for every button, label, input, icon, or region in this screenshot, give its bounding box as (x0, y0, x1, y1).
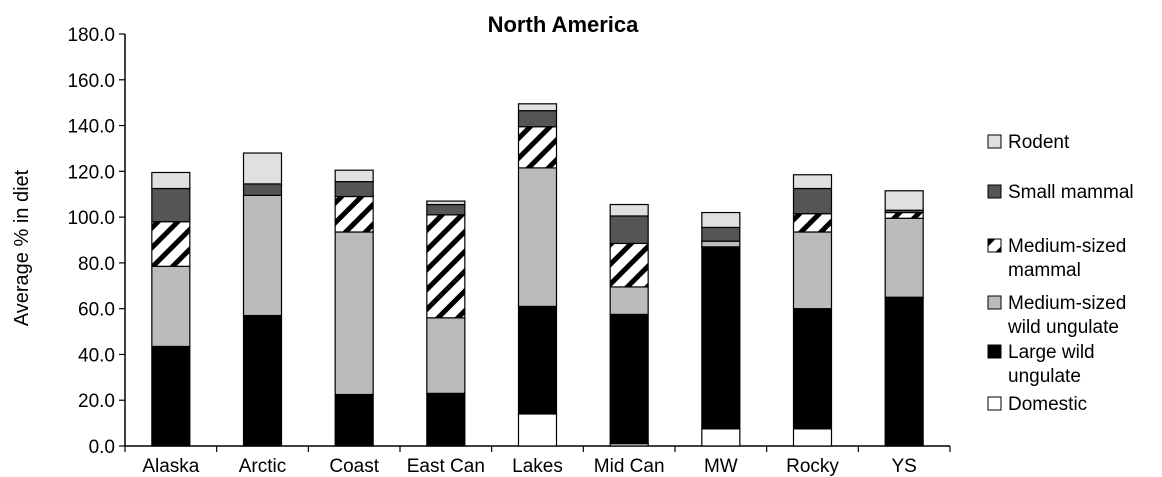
bar-segment (701, 226, 741, 242)
bar-segment (792, 231, 833, 310)
bar-segment (609, 286, 649, 315)
bar-segment (792, 174, 833, 190)
bar-segment (517, 413, 558, 447)
x-tick-label: Arctic (239, 456, 287, 477)
x-tick-label: Mid Can (594, 456, 665, 477)
bar-segment (334, 393, 374, 447)
bar-segment (792, 428, 833, 447)
y-tick-label: 80.0 (78, 254, 115, 275)
legend-label: Rodent (1008, 132, 1070, 153)
bar-segment (242, 152, 283, 185)
bar-segment (701, 211, 741, 229)
legend-label: wild ungulate (1007, 317, 1119, 338)
legend-label: mammal (1008, 260, 1081, 281)
plot-area: 0.0 20.0 40.0 60.0 80.0 100.0 120.0 140.0 160.0 1… (67, 25, 951, 477)
y-tick-label: 160.0 (67, 71, 115, 92)
bar-segment (701, 428, 741, 447)
bar-segment (792, 187, 833, 215)
y-tick-label: 60.0 (78, 300, 115, 321)
bar-segment (792, 308, 833, 430)
bar-segment (426, 317, 466, 394)
chart-title: North America (488, 12, 640, 37)
bar-segment (517, 126, 558, 169)
bar-segment (517, 305, 558, 415)
x-tick-label: Rocky (786, 456, 839, 477)
x-tick-label: Alaska (142, 456, 199, 477)
bar-segment (242, 314, 283, 447)
legend-label: Large wild (1008, 342, 1095, 363)
y-tick-label: 100.0 (67, 208, 115, 229)
bar-segment (609, 215, 649, 245)
bar-segment (884, 296, 924, 447)
y-tick-label: 40.0 (78, 345, 115, 366)
bar-segment (609, 203, 649, 217)
legend-label: Small mammal (1008, 182, 1134, 203)
legend-swatch (987, 344, 1002, 359)
legend-swatch (987, 134, 1002, 149)
bar-segment (884, 217, 924, 298)
bar-segment (884, 211, 924, 219)
bar-segment (242, 183, 283, 196)
legend-label: Medium-sized (1008, 293, 1126, 314)
y-tick-label: 180.0 (67, 25, 115, 46)
bar-segment (151, 345, 191, 447)
y-tick-label: 0.0 (89, 437, 115, 458)
bar-segment (517, 110, 558, 128)
legend-swatch (987, 184, 1002, 199)
y-tick-label: 120.0 (67, 162, 115, 183)
bar-segment (701, 246, 741, 430)
bar-segment (517, 167, 558, 307)
bar-segment (609, 313, 649, 445)
x-tick-label: Lakes (512, 456, 563, 477)
bar-segment (426, 203, 466, 216)
x-tick-label: Coast (329, 456, 379, 477)
y-axis-label: Average % in diet (11, 169, 33, 326)
bar-segment (426, 392, 466, 447)
bar-segment (334, 231, 374, 396)
bar-segment (884, 190, 924, 211)
legend-label: Medium-sized (1008, 236, 1126, 257)
bar-segment (334, 195, 374, 233)
bar-segment (609, 242, 649, 288)
bar-segment (151, 221, 191, 267)
bar-segment (792, 213, 833, 233)
bar-segment (701, 240, 741, 248)
x-tick-label: YS (891, 456, 916, 477)
x-tick-label: MW (704, 456, 738, 477)
bar-segment (151, 171, 191, 190)
y-tick-label: 140.0 (67, 117, 115, 138)
x-tick-label: East Can (407, 456, 485, 477)
legend-swatch (987, 238, 1002, 253)
y-tick-label: 20.0 (78, 391, 115, 412)
bar-segment (426, 214, 466, 319)
legend-swatch (987, 396, 1002, 411)
bar-segment (334, 169, 374, 183)
bar-segment (517, 103, 558, 112)
legend: Rodent Small mammal Medium-sized mammal Medi… (987, 132, 1134, 415)
bar-segment (151, 265, 191, 348)
bar-segment (151, 187, 191, 223)
legend-label: ungulate (1008, 366, 1081, 387)
bar-segment (334, 181, 374, 198)
bar-segment (426, 200, 466, 206)
bar-segment (242, 194, 283, 317)
legend-label: Domestic (1008, 394, 1087, 415)
legend-swatch (987, 295, 1002, 310)
